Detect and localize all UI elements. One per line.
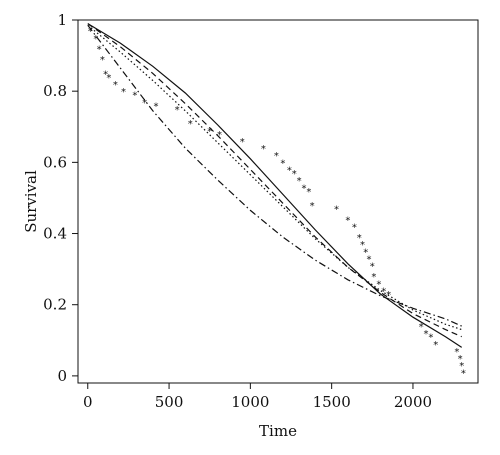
x-axis: 0 500 1000 1500 2000: [83, 383, 432, 411]
x-tick-label: 2000: [394, 393, 432, 411]
data-point-star: *: [261, 144, 266, 155]
data-point-star: *: [345, 215, 350, 226]
plot-frame: [77, 19, 479, 384]
data-point-star: *: [175, 105, 180, 116]
series-stars: ******** ** * *** ****** *** ** *********** *** *…: [88, 27, 466, 380]
data-point-star: *: [274, 151, 279, 162]
data-point-star: *: [106, 73, 111, 84]
data-point-star: *: [132, 91, 137, 102]
series-line-dashed: [87, 23, 462, 338]
data-point-star: *: [292, 169, 297, 180]
data-point-star: *: [381, 286, 386, 297]
data-point-star: *: [240, 137, 245, 148]
data-point-star: *: [310, 201, 315, 212]
data-point-star: *: [113, 80, 118, 91]
x-tick-label: 0: [83, 393, 93, 411]
y-tick-label: 0: [57, 367, 67, 385]
data-point-star: *: [419, 322, 424, 333]
data-point-star: *: [352, 222, 357, 233]
y-tick-label: 0.8: [43, 82, 67, 100]
data-point-star: *: [207, 126, 212, 137]
data-point-star: *: [367, 254, 372, 265]
data-point-star: *: [280, 158, 285, 169]
data-point-star: *: [297, 176, 302, 187]
data-point-star: *: [376, 279, 381, 290]
data-point-star: *: [121, 87, 126, 98]
y-tick-label: 0.4: [43, 225, 67, 243]
data-point-star: *: [461, 368, 466, 379]
y-axis-title: Survival: [22, 170, 40, 233]
y-axis: 0 0.2 0.4 0.6 0.8 1: [43, 11, 78, 385]
y-tick-label: 0.2: [43, 296, 67, 314]
data-point-star: *: [154, 101, 159, 112]
series-line-solid: [87, 23, 463, 348]
x-tick-label: 1000: [231, 393, 269, 411]
data-point-star: *: [458, 354, 463, 365]
data-point-star: *: [88, 27, 93, 38]
data-point-star: *: [360, 240, 365, 251]
series-line-dashdot: [87, 24, 462, 327]
data-point-star: *: [423, 329, 428, 340]
data-point-star: *: [433, 340, 438, 351]
data-point-star: *: [302, 183, 307, 194]
series-line-dotted: [87, 24, 462, 331]
data-point-star: *: [217, 130, 222, 141]
x-tick-label: 1500: [313, 393, 351, 411]
data-point-star: *: [371, 272, 376, 283]
data-point-star: *: [357, 233, 362, 244]
data-point-star: *: [454, 347, 459, 358]
data-point-star: *: [93, 34, 98, 45]
data-point-star: *: [363, 247, 368, 258]
data-point-star: *: [100, 55, 105, 66]
data-point-star: *: [386, 290, 391, 301]
data-point-star: *: [97, 44, 102, 55]
data-point-star: *: [103, 69, 108, 80]
data-point-star: *: [459, 361, 464, 372]
x-axis-title: Time: [259, 422, 297, 440]
y-tick-label: 0.6: [43, 153, 67, 171]
x-tick-label: 500: [155, 393, 184, 411]
data-point-star: *: [306, 187, 311, 198]
data-point-star: *: [188, 119, 193, 130]
y-tick-label: 1: [57, 11, 67, 29]
data-point-star: *: [334, 205, 339, 216]
data-point-star: *: [142, 98, 147, 109]
data-point-star: *: [287, 165, 292, 176]
data-point-star: *: [370, 262, 375, 273]
data-point-star: *: [428, 333, 433, 344]
series-layer: ******** ** * *** ****** *** ** *********** *** *…: [87, 23, 466, 380]
